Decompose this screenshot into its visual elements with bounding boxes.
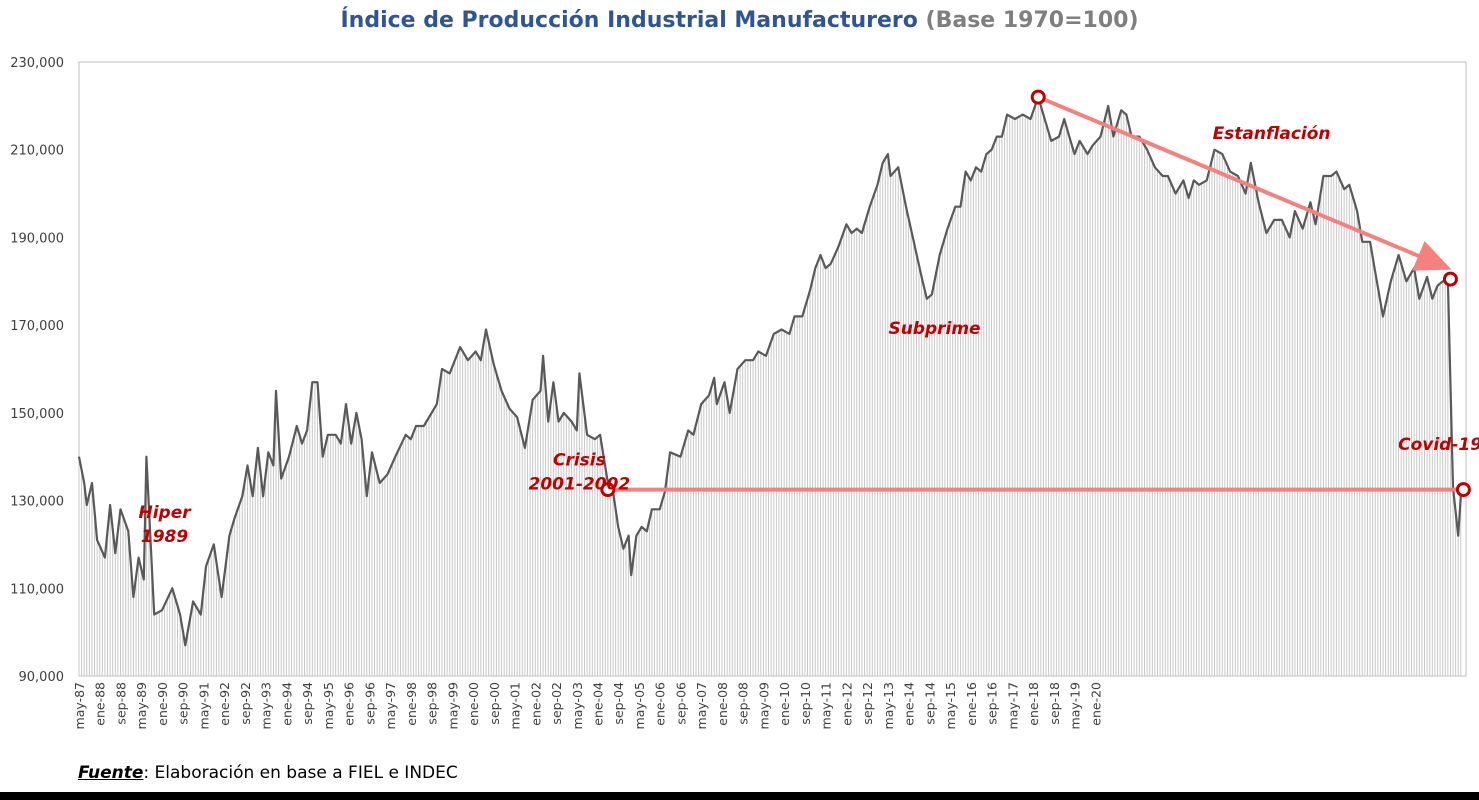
x-tick-label: may-05: [632, 682, 647, 729]
x-tick-label: sep-96: [362, 682, 377, 725]
x-tick-label: ene-00: [466, 682, 481, 726]
area-layer: [78, 97, 1462, 676]
trend-arrow: [1037, 95, 1452, 271]
chart-title: Índice de Producción Industrial Manufact…: [0, 8, 1479, 33]
x-tick-label: sep-14: [922, 682, 937, 725]
annotation-label: Subprime: [888, 319, 980, 339]
x-tick-label: sep-06: [673, 682, 688, 725]
x-tick-label: ene-10: [777, 682, 792, 726]
x-tick-label: may-17: [1005, 682, 1020, 729]
x-tick-label: ene-88: [93, 682, 108, 726]
y-tick-label: 210,000: [10, 144, 64, 159]
y-tick-label: 150,000: [10, 407, 64, 422]
x-tick-label: ene-94: [279, 682, 294, 726]
x-tick-label: may-13: [881, 682, 896, 729]
y-tick-label: 170,000: [10, 319, 64, 334]
marker-circle: [1030, 89, 1046, 105]
marker-circle: [600, 482, 616, 498]
marker-circle: [1442, 271, 1458, 287]
x-tick-label: may-89: [134, 682, 149, 729]
x-tick-label: ene-90: [155, 682, 170, 726]
y-tick-label: 190,000: [10, 231, 64, 246]
annotation-label: Hiper: [138, 503, 192, 523]
annotation-label: Covid-19: [1398, 435, 1479, 455]
x-tick-label: sep-00: [487, 682, 502, 725]
x-tick-label: may-87: [72, 682, 87, 729]
x-tick-label: may-95: [321, 682, 336, 729]
y-tick-label: 130,000: [10, 495, 64, 510]
y-tick-label: 110,000: [10, 582, 64, 597]
x-tick-label: may-93: [259, 682, 274, 729]
x-tick-label: may-19: [1068, 682, 1083, 729]
x-tick-label: sep-90: [176, 682, 191, 725]
overlay-layer: [600, 89, 1471, 498]
x-tick-label: ene-92: [217, 682, 232, 726]
x-tick-label: may-91: [196, 682, 211, 729]
x-tick-label: ene-02: [528, 682, 543, 726]
annotation-label: Estanflación: [1213, 124, 1331, 144]
marker-circle: [1455, 482, 1471, 498]
x-tick-label: may-03: [570, 682, 585, 729]
x-tick-label: may-15: [943, 682, 958, 729]
source-text: : Elaboración en base a FIEL e INDEC: [143, 763, 458, 783]
x-tick-label: may-11: [819, 682, 834, 729]
x-tick-label: may-07: [694, 682, 709, 729]
x-tick-label: sep-12: [860, 682, 875, 725]
annotation-label: 1989: [141, 527, 188, 547]
x-tick-label: sep-10: [798, 682, 813, 725]
x-tick-label: ene-98: [404, 682, 419, 726]
annotation-label: 2001-2002: [529, 475, 631, 495]
x-tick-label: sep-94: [300, 682, 315, 725]
x-tick-label: ene-04: [591, 682, 606, 726]
x-tick-label: ene-06: [653, 682, 668, 726]
chart-title-base: (Base 1970=100): [925, 8, 1139, 33]
x-tick-label: ene-08: [715, 682, 730, 726]
x-tick-label: sep-08: [736, 682, 751, 725]
x-tick-label: ene-18: [1026, 682, 1041, 726]
x-tick-label: sep-98: [425, 682, 440, 725]
annotation-label: Crisis: [553, 450, 606, 470]
x-tick-label: ene-16: [964, 682, 979, 726]
y-tick-label: 230,000: [10, 56, 64, 71]
series-line: [77, 96, 1462, 647]
x-tick-label: may-09: [756, 682, 771, 729]
x-tick-label: sep-04: [611, 682, 626, 725]
x-axis: may-87 ene-88 sep-88 may-89 ene-90 sep-90 may-…: [72, 682, 1103, 729]
source-label: Fuente: [78, 763, 144, 783]
x-tick-label: may-97: [383, 682, 398, 729]
x-tick-label: ene-20: [1088, 682, 1103, 726]
x-tick-label: ene-96: [342, 682, 357, 726]
bottom-bar: [0, 792, 1479, 800]
line-layer: [77, 96, 1462, 647]
x-tick-label: sep-16: [985, 682, 1000, 725]
source-note: Fuente: Elaboración en base a FIEL e IND…: [78, 763, 458, 783]
x-tick-label: ene-12: [839, 682, 854, 726]
plot-background: [78, 61, 1467, 677]
x-tick-label: sep-88: [113, 682, 128, 725]
annotation-layer: Hiper 1989 Crisis 2001-2002 Subprime Estanfla…: [138, 124, 1479, 547]
x-tick-label: sep-02: [549, 682, 564, 725]
y-axis: 90,000 110,000 130,000 150,000 170,000 190,00…: [10, 56, 64, 685]
x-tick-label: sep-18: [1047, 682, 1062, 725]
plot-frame: [78, 61, 1467, 677]
y-tick-label: 90,000: [19, 670, 65, 685]
x-tick-label: sep-92: [238, 682, 253, 725]
x-tick-label: may-01: [508, 682, 523, 729]
x-tick-label: may-99: [445, 682, 460, 729]
x-tick-label: ene-14: [902, 682, 917, 726]
chart-title-main: Índice de Producción Industrial Manufact…: [340, 8, 918, 33]
